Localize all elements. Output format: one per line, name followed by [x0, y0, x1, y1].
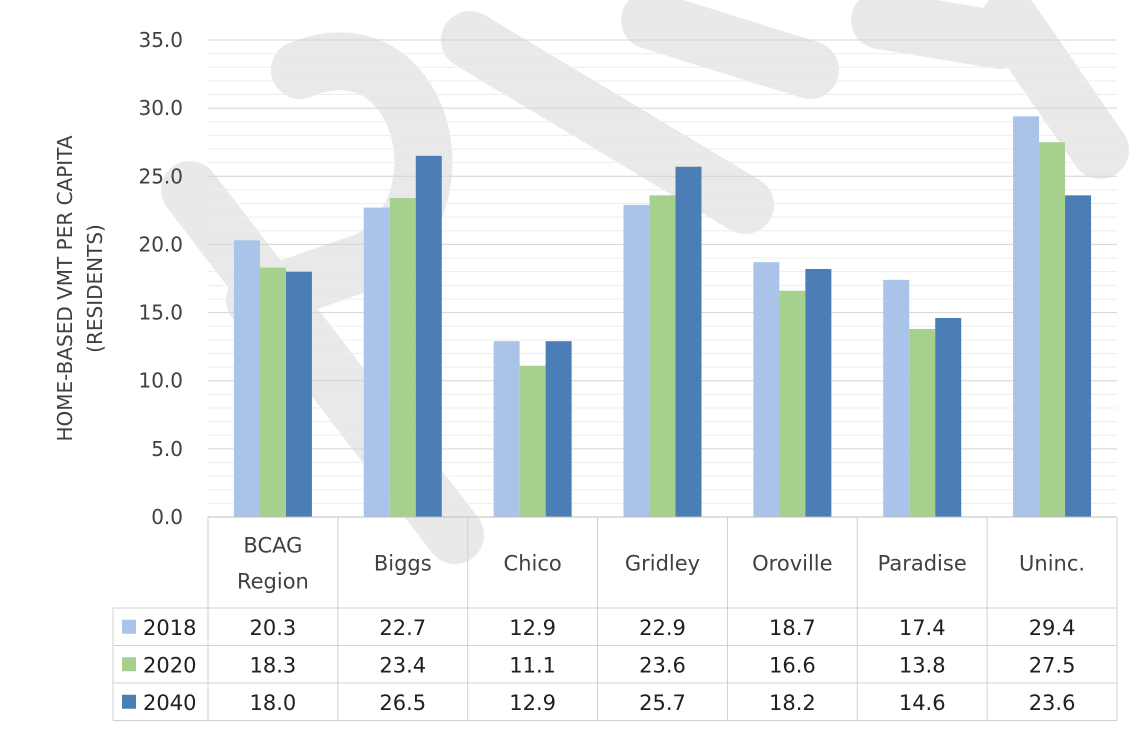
table-value: 23.6	[1029, 691, 1076, 715]
watermark-letter-r	[441, 0, 839, 234]
table-value: 12.9	[509, 691, 556, 715]
y-axis-title-line: HOME-BASED VMT PER CAPITA	[53, 135, 77, 441]
category-label: Biggs	[374, 552, 432, 576]
y-tick-label: 35.0	[138, 28, 183, 52]
bar-2018-6	[1013, 116, 1040, 517]
table-value: 17.4	[899, 616, 946, 640]
table-value: 22.7	[379, 616, 426, 640]
bar-2040-1	[415, 155, 442, 518]
y-tick-labels: 0.0 5.0 10.0 15.0 20.0 25.0 30.0 35.0	[138, 28, 183, 529]
category-label: BCAG	[243, 534, 302, 558]
bar-2020-6	[1039, 142, 1066, 517]
category-label: Gridley	[625, 552, 700, 576]
legend-label-2018: 2018	[143, 616, 196, 640]
legend-label-2020: 2020	[143, 653, 196, 677]
table-value: 26.5	[379, 691, 426, 715]
y-tick-label: 0.0	[151, 505, 183, 529]
bar-2020-3	[649, 195, 676, 517]
bar-2040-6	[1065, 195, 1092, 517]
y-axis-title-line: (RESIDENTS)	[83, 224, 107, 353]
bar-2020-2	[519, 365, 546, 517]
legend-swatch-2018	[122, 619, 136, 634]
y-axis-title-group: HOME-BASED VMT PER CAPITA (RESIDENTS)	[53, 135, 107, 441]
table-value: 29.4	[1029, 616, 1076, 640]
table-value: 11.1	[509, 653, 556, 677]
table-value: 18.3	[250, 653, 297, 677]
legend-swatch-2020	[122, 657, 136, 672]
bar-2020-5	[909, 328, 936, 517]
y-axis-title: HOME-BASED VMT PER CAPITA (RESIDENTS)	[53, 135, 107, 441]
bars	[233, 116, 1092, 518]
table-value: 14.6	[899, 691, 946, 715]
category-label: Chico	[504, 552, 562, 576]
table-value: 23.6	[639, 653, 686, 677]
table-value: 13.8	[899, 653, 946, 677]
table-value: 25.7	[639, 691, 686, 715]
y-tick-label: 15.0	[138, 301, 183, 325]
legend-label-2040: 2040	[143, 691, 196, 715]
category-label: Region	[237, 570, 309, 594]
bar-2018-4	[753, 262, 780, 517]
bar-2040-3	[675, 166, 702, 517]
bar-2040-5	[935, 318, 962, 517]
bar-2040-2	[545, 341, 572, 517]
watermark-letter-a	[851, 0, 1129, 179]
category-label: Oroville	[752, 552, 832, 576]
bar-2018-1	[363, 207, 390, 518]
bar-2020-0	[259, 267, 286, 517]
y-tick-label: 25.0	[138, 164, 183, 188]
table-value: 18.0	[250, 691, 297, 715]
bar-2040-0	[285, 271, 312, 517]
bar-2040-4	[805, 268, 832, 517]
table-value: 27.5	[1029, 653, 1076, 677]
y-tick-label: 10.0	[138, 369, 183, 393]
category-label: Paradise	[878, 552, 967, 576]
table-value: 20.3	[250, 616, 297, 640]
table-value: 23.4	[379, 653, 426, 677]
table-value: 12.9	[509, 616, 556, 640]
y-tick-label: 5.0	[151, 437, 183, 461]
table-value: 18.7	[769, 616, 816, 640]
category-label: Uninc.	[1019, 552, 1085, 576]
table-value: 22.9	[639, 616, 686, 640]
table-value: 16.6	[769, 653, 816, 677]
bar-2018-3	[623, 204, 650, 518]
y-tick-label: 20.0	[138, 232, 183, 256]
table-value: 18.2	[769, 691, 816, 715]
y-tick-label: 30.0	[138, 96, 183, 120]
bar-2020-4	[779, 290, 806, 517]
bar-2018-2	[493, 341, 520, 517]
data-table: BCAG Region Biggs Chico Gridley Oroville Parad…	[112, 517, 1118, 721]
bar-2018-5	[883, 279, 910, 517]
bar-2018-0	[233, 240, 260, 517]
bar-2020-1	[389, 198, 416, 517]
legend-swatch-2040	[122, 694, 136, 709]
